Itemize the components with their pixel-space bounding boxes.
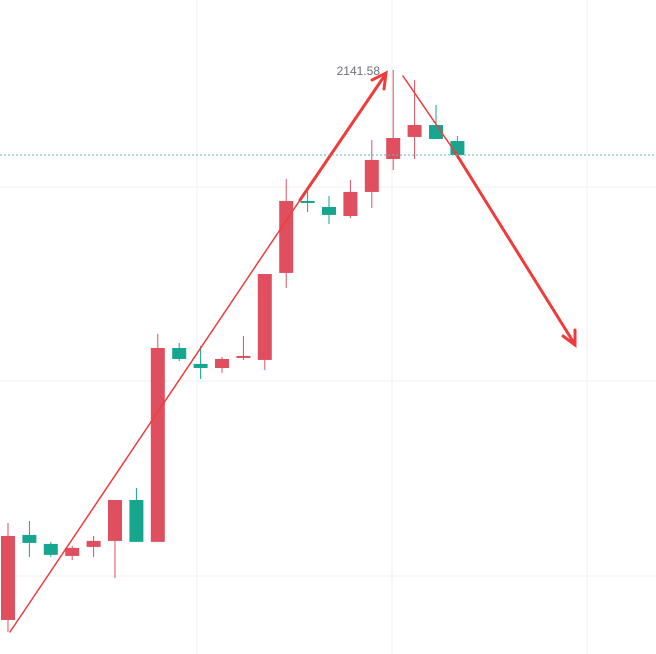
candle-body bbox=[215, 358, 229, 368]
candle-body bbox=[386, 138, 401, 159]
candle-body bbox=[300, 200, 315, 203]
arrow-head bbox=[561, 328, 577, 348]
trend-line bbox=[453, 150, 576, 345]
candle-body bbox=[322, 206, 336, 215]
trend-line bbox=[9, 199, 301, 633]
candle-body bbox=[108, 499, 122, 541]
candle-body bbox=[150, 347, 165, 542]
candle-body bbox=[364, 159, 379, 192]
candle-body bbox=[22, 534, 37, 543]
candle-body bbox=[86, 540, 101, 547]
high-label: 2141.58 bbox=[337, 64, 381, 78]
candle-body bbox=[343, 191, 358, 216]
candle-body bbox=[129, 499, 144, 542]
arrow-head bbox=[370, 70, 388, 91]
candles bbox=[1, 70, 465, 632]
candle-body bbox=[43, 543, 58, 555]
candle-body bbox=[65, 547, 80, 556]
candle-body bbox=[279, 200, 294, 273]
candle-body bbox=[193, 363, 208, 368]
trend-arrows bbox=[9, 70, 577, 633]
candle-body bbox=[257, 273, 272, 360]
trend-line bbox=[298, 73, 387, 202]
candle-body bbox=[1, 535, 15, 620]
candle-body bbox=[236, 355, 251, 358]
trend-line bbox=[402, 75, 456, 153]
candle-body bbox=[172, 347, 187, 359]
candle-body bbox=[407, 125, 422, 137]
